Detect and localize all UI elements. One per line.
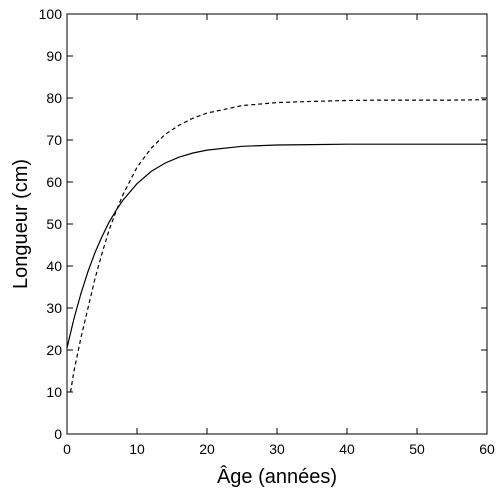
x-tick-label: 30	[269, 441, 285, 457]
x-tick-label: 0	[63, 441, 71, 457]
y-tick-label: 20	[46, 342, 62, 358]
dashed-growth-curve	[69, 99, 488, 393]
y-tick-label: 40	[46, 258, 62, 274]
y-tick-label: 60	[46, 174, 62, 190]
y-axis-title: Longueur (cm)	[10, 159, 32, 289]
x-tick-label: 40	[339, 441, 355, 457]
y-tick-label: 0	[54, 426, 62, 442]
x-tick-label: 10	[129, 441, 145, 457]
y-tick-label: 50	[46, 216, 62, 232]
y-tick-label: 30	[46, 300, 62, 316]
y-tick-label: 90	[46, 48, 62, 64]
y-tick-label: 70	[46, 132, 62, 148]
x-axis: 0 10 20 30 40 50 60	[63, 14, 495, 457]
solid-growth-curve	[66, 143, 487, 349]
x-tick-label: 50	[409, 441, 425, 457]
y-tick-label: 100	[39, 6, 63, 22]
x-tick-label: 60	[479, 441, 495, 457]
x-tick-label: 20	[199, 441, 215, 457]
series-layer	[66, 99, 488, 393]
y-axis: 0 10 20 30 40 50 60 70 80 90 100	[39, 6, 487, 442]
plot-area-border	[66, 13, 488, 435]
y-tick-label: 80	[46, 90, 62, 106]
y-tick-label: 10	[46, 384, 62, 400]
x-axis-title: Âge (années)	[217, 465, 337, 488]
plot-frame	[66, 13, 488, 435]
